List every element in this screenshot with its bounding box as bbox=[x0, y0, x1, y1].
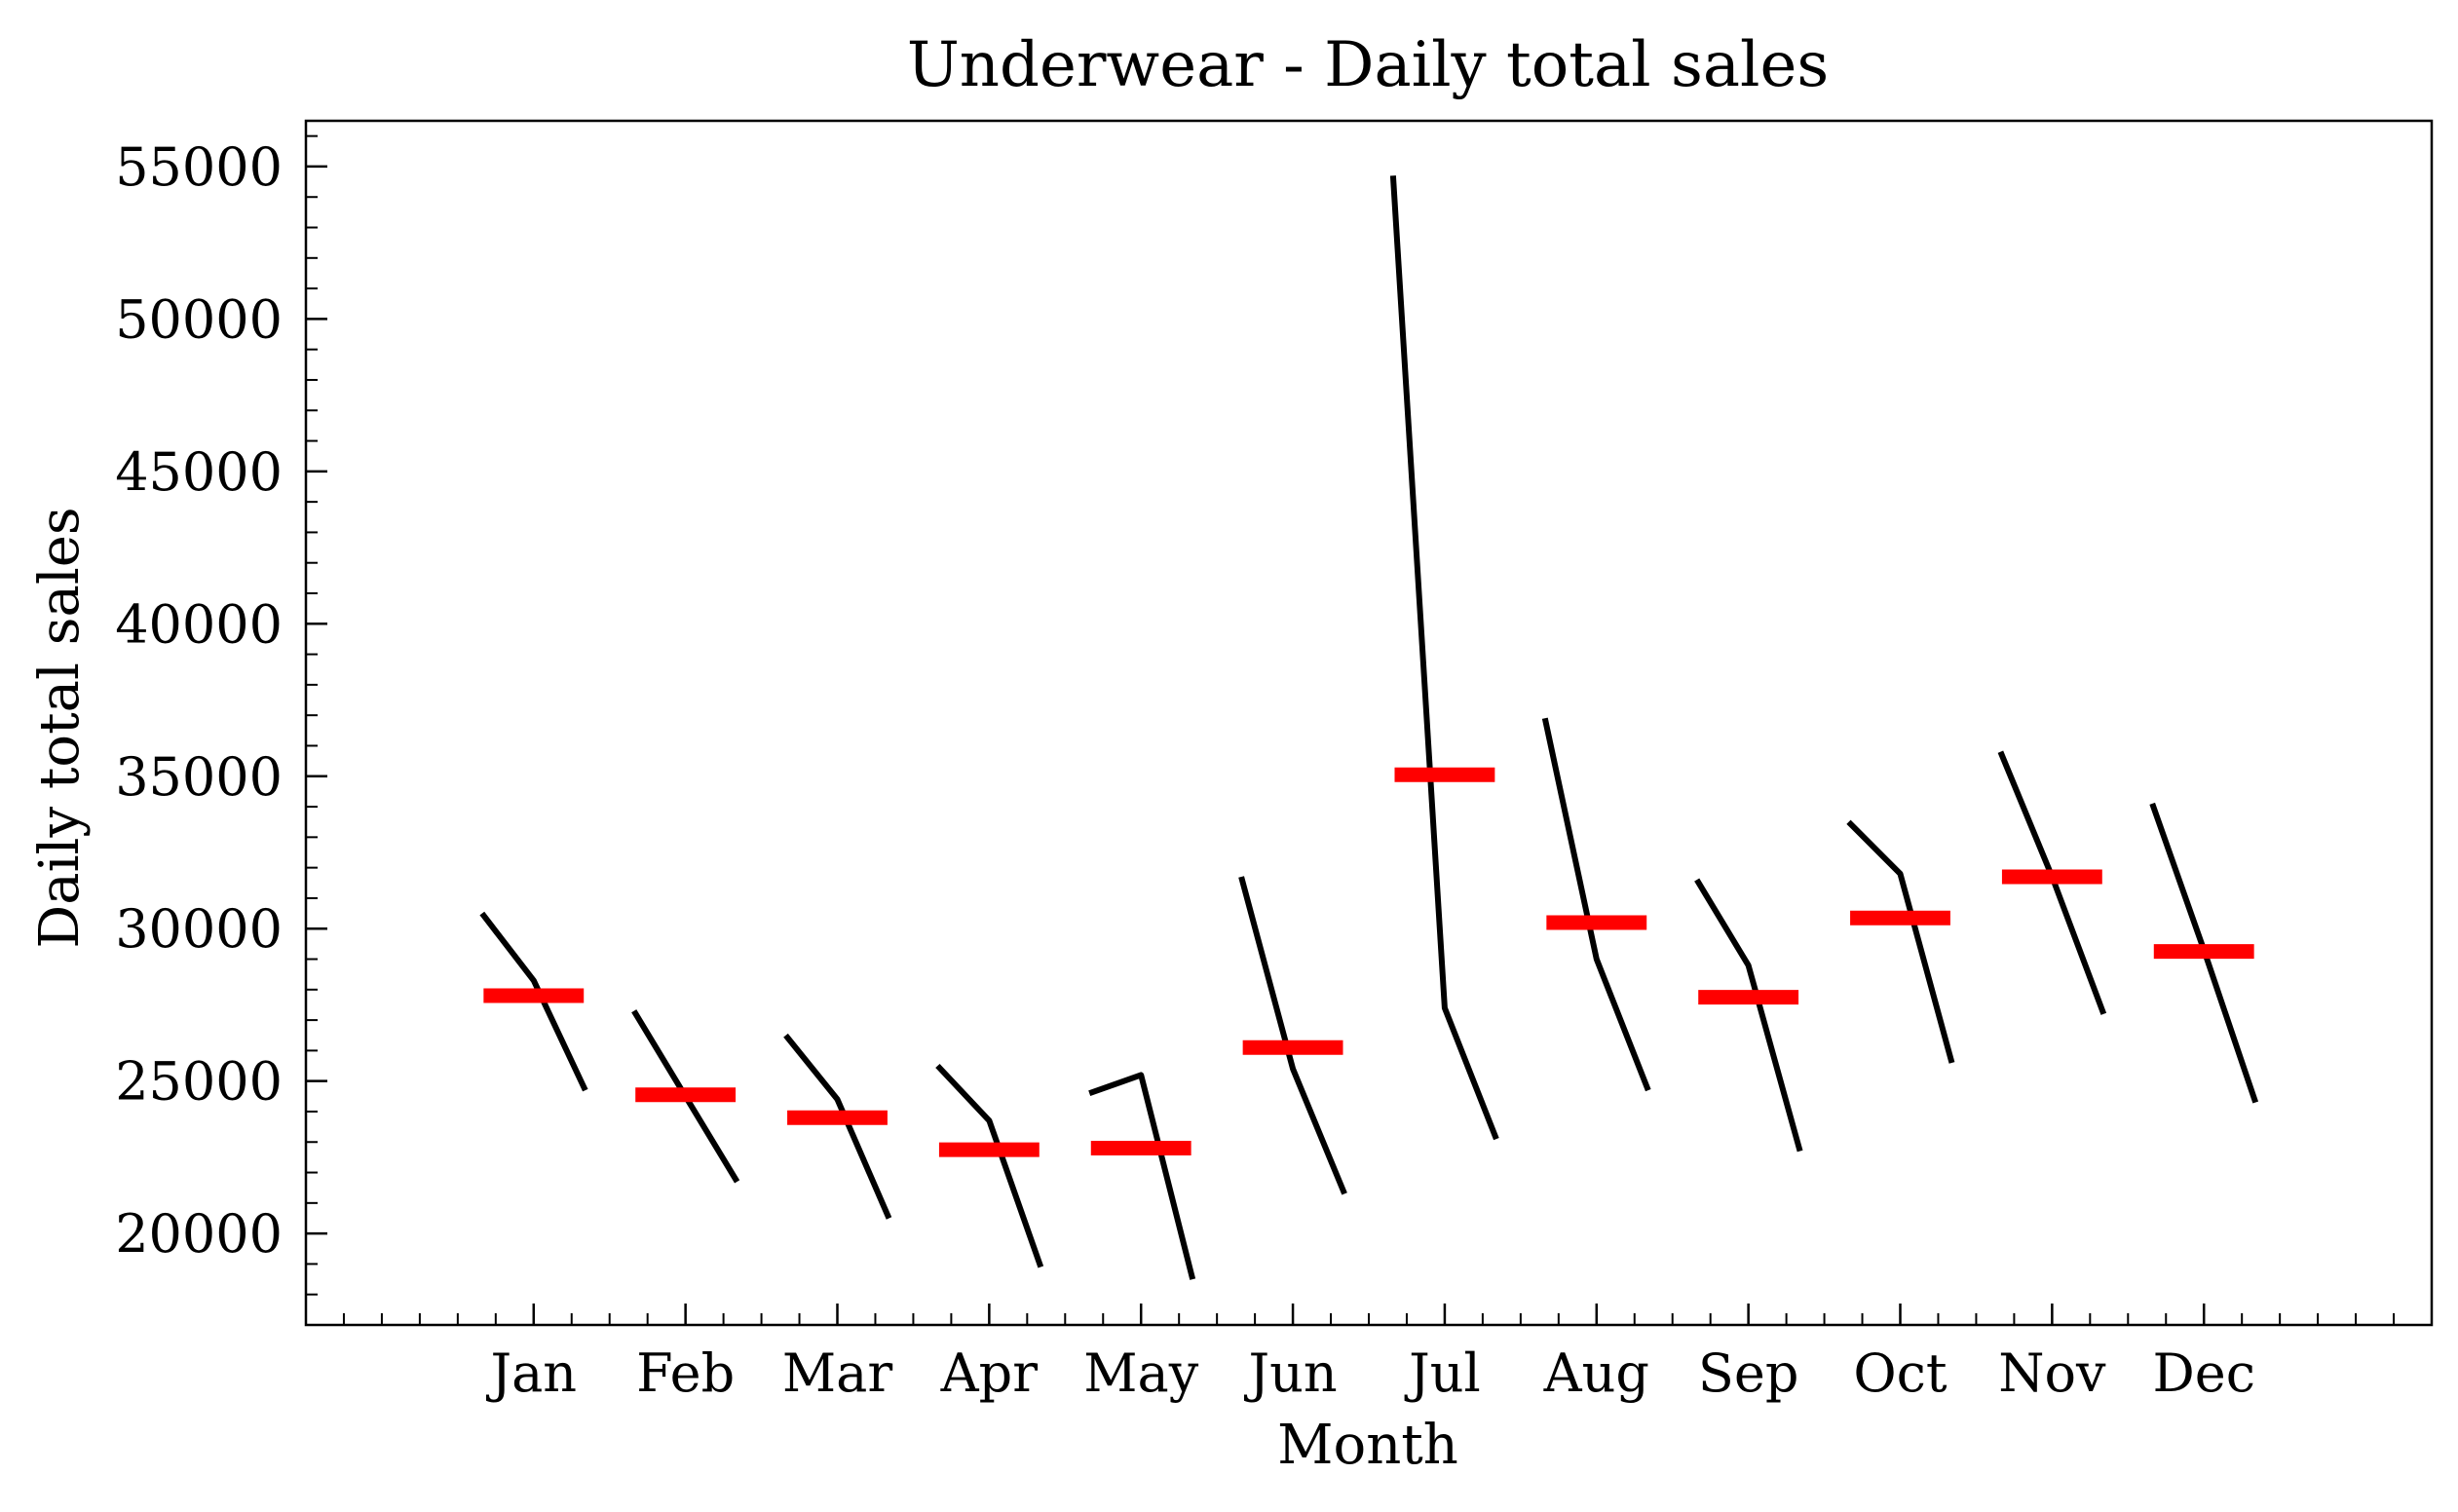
x-tick-label: May bbox=[1083, 1342, 1198, 1404]
x-tick-label: Jul bbox=[1404, 1342, 1481, 1404]
month-series-line-oct bbox=[1846, 819, 1955, 1064]
y-axis-ticks: 20000 25000 30000 35000 40000 45000 50000 55000 bbox=[115, 134, 327, 1326]
y-tick-label: 20000 bbox=[115, 1203, 283, 1265]
y-tick-label: 25000 bbox=[115, 1051, 283, 1113]
y-axis-label: Daily total sales bbox=[28, 507, 92, 948]
x-axis-label: Month bbox=[1277, 1414, 1458, 1477]
y-tick-label: 50000 bbox=[115, 288, 283, 350]
x-tick-label: Nov bbox=[1998, 1342, 2106, 1404]
x-tick-label: Sep bbox=[1698, 1342, 1799, 1404]
month-series-line-apr bbox=[935, 1063, 1044, 1268]
month-series-line-may bbox=[1088, 1072, 1196, 1280]
month-series-line-jun bbox=[1238, 876, 1347, 1195]
x-tick-label: Mar bbox=[782, 1342, 892, 1404]
y-tick-label: 40000 bbox=[115, 593, 283, 655]
chart-title: Underwear - Daily total sales bbox=[907, 29, 1829, 101]
x-tick-label: Feb bbox=[636, 1342, 735, 1404]
x-tick-label: Aug bbox=[1543, 1342, 1649, 1404]
month-series-line-mar bbox=[783, 1033, 892, 1220]
month-series-line-sep bbox=[1694, 878, 1803, 1153]
plot-layer bbox=[479, 175, 2259, 1280]
y-tick-label: 35000 bbox=[115, 746, 283, 808]
x-axis-ticks: Jan Feb Mar Apr May Jun Jul Aug Sep Oct Nov Dec bbox=[305, 1304, 2433, 1404]
month-series-line-jan bbox=[479, 911, 588, 1092]
y-tick-label: 55000 bbox=[115, 136, 283, 198]
x-tick-label: Apr bbox=[940, 1342, 1039, 1404]
plot-frame bbox=[304, 119, 2434, 1327]
y-tick-label: 45000 bbox=[115, 441, 283, 503]
x-tick-label: Jun bbox=[1243, 1342, 1337, 1404]
month-series-line-jul bbox=[1389, 175, 1499, 1141]
x-tick-label: Oct bbox=[1853, 1342, 1947, 1404]
x-tick-label: Dec bbox=[2152, 1342, 2255, 1404]
month-series-line-aug bbox=[1541, 717, 1651, 1092]
y-tick-label: 30000 bbox=[115, 898, 283, 960]
x-tick-label: Jan bbox=[485, 1342, 577, 1404]
